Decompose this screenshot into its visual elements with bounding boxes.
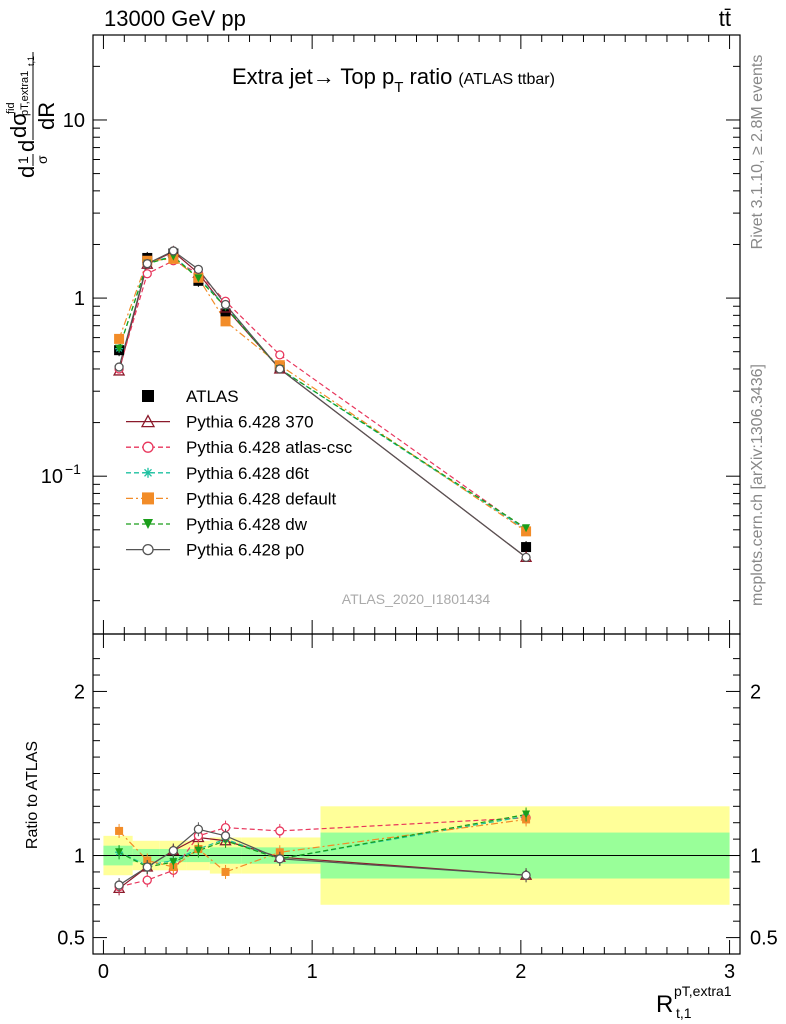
legend-marker bbox=[142, 543, 154, 556]
plot-title-small: (ATLAS ttbar) bbox=[458, 71, 555, 88]
ratio-y-tick-label-right: 1 bbox=[750, 846, 761, 868]
legend-marker bbox=[142, 390, 154, 402]
x-tick-label: 2 bbox=[515, 961, 526, 983]
data-point bbox=[220, 299, 231, 310]
plot-title-tail: ratio bbox=[403, 64, 452, 89]
ratio-point bbox=[194, 846, 203, 855]
data-point bbox=[194, 274, 203, 283]
data-point bbox=[521, 542, 532, 553]
legend-marker bbox=[142, 492, 154, 505]
ratio-point bbox=[521, 870, 531, 880]
legend-marker bbox=[140, 414, 156, 428]
data-point bbox=[114, 333, 125, 344]
legend-marker bbox=[143, 467, 153, 478]
ratio-y-tick-label-right: 2 bbox=[750, 681, 761, 703]
main-y-tick-label: 10 bbox=[63, 110, 85, 132]
process-label: tt̄ bbox=[719, 6, 731, 31]
y-label-t1: t,1 bbox=[26, 56, 36, 66]
y-label-sigma: σ bbox=[34, 155, 50, 164]
legend-entry-label: Pythia 6.428 d6t bbox=[186, 464, 309, 483]
plot-title-subscript: T bbox=[394, 79, 403, 96]
ratio-point bbox=[275, 826, 285, 836]
data-point bbox=[521, 552, 531, 563]
rivet-version-label: Rivet 3.1.10, ≥ 2.8M events bbox=[749, 55, 766, 250]
y-label-ptextra: pT,extra1 bbox=[19, 71, 31, 116]
collision-energy-label: 13000 GeV pp bbox=[104, 6, 246, 31]
main-y-tick-label: 10 bbox=[41, 466, 63, 488]
x-tick-label: 1 bbox=[307, 961, 318, 983]
y-label-dsigma: dσ bbox=[6, 112, 31, 138]
legend-entry-label: Pythia 6.428 default bbox=[186, 489, 337, 508]
data-point bbox=[522, 524, 531, 533]
legend-entry-label: ATLAS bbox=[186, 387, 239, 406]
legend-entry-label: Pythia 6.428 dw bbox=[186, 515, 308, 534]
legend-entry-label: Pythia 6.428 p0 bbox=[186, 541, 304, 560]
x-axis-label-subscript: t,1 bbox=[676, 1005, 692, 1021]
y-label-dR: dR bbox=[34, 102, 59, 130]
legend: ATLAS Pythia 6.428 370 Pythia 6.428 atlas-… bbox=[126, 387, 353, 560]
x-axis-label-superscript: pT,extra1 bbox=[674, 983, 732, 999]
series-line-5 bbox=[118, 255, 527, 529]
analysis-id-watermark: ATLAS_2020_I1801434 bbox=[342, 591, 491, 607]
plot-title: Extra jet→ Top pT ratio (ATLAS ttbar) bbox=[232, 64, 555, 96]
x-axis-label: R bbox=[656, 991, 673, 1018]
ratio-y-axis-label: Ratio to ATLAS bbox=[24, 741, 41, 849]
ratio-plot-panel: 0.5 0.5 1 1 2 2 0 1 2 3 Ratio to ATLAS R pT,extra… bbox=[24, 633, 778, 1021]
main-y-tick-label: 1 bbox=[74, 288, 85, 310]
data-point bbox=[220, 316, 231, 327]
ratio-point bbox=[114, 880, 124, 890]
main-y-tick-label-exponent: −1 bbox=[65, 461, 81, 477]
y-label-d: d bbox=[14, 166, 39, 178]
main-y-axis-label: d 1 σ d dσ fid pT,extra1 t,1 dR bbox=[5, 52, 59, 178]
data-point bbox=[193, 264, 204, 274]
y-label-d2: d bbox=[14, 140, 39, 152]
ratio-point bbox=[115, 848, 124, 857]
ratio-point bbox=[193, 824, 204, 834]
legend-marker bbox=[143, 519, 153, 529]
ratio-point bbox=[115, 826, 124, 835]
ratio-y-tick-label: 1 bbox=[74, 846, 85, 868]
legend-entry-label: Pythia 6.428 370 bbox=[186, 413, 314, 432]
legend-entry-label: Pythia 6.428 atlas-csc bbox=[186, 438, 353, 457]
ratio-point bbox=[142, 862, 152, 872]
data-point bbox=[275, 364, 285, 374]
ratio-y-tick-label-right: 0.5 bbox=[750, 928, 778, 950]
data-point bbox=[220, 308, 231, 319]
series-line-6 bbox=[118, 250, 527, 558]
ratio-y-tick-label: 2 bbox=[74, 681, 85, 703]
y-label-fid: fid bbox=[5, 102, 17, 114]
data-point bbox=[114, 362, 124, 372]
series-line-1 bbox=[118, 251, 527, 558]
ratio-point bbox=[221, 867, 230, 876]
data-point bbox=[168, 246, 179, 256]
x-tick-label: 0 bbox=[98, 961, 109, 983]
ratio-point bbox=[522, 810, 531, 819]
x-tick-label: 3 bbox=[724, 961, 735, 983]
ratio-point bbox=[220, 831, 231, 841]
legend-marker bbox=[142, 441, 154, 453]
data-point bbox=[142, 269, 152, 279]
ratio-point bbox=[169, 858, 178, 867]
data-point bbox=[275, 350, 285, 360]
data-point bbox=[142, 259, 152, 269]
ratio-point bbox=[275, 854, 285, 864]
plot-title-main: Extra jet→ Top p bbox=[232, 64, 394, 89]
data-point bbox=[115, 344, 124, 353]
ratio-plot-frame bbox=[92, 633, 741, 955]
mcplots-reference-label: mcplots.cern.ch [arXiv:1306.3436] bbox=[749, 364, 766, 606]
y-label-one: 1 bbox=[15, 156, 31, 164]
ratio-point bbox=[168, 845, 179, 856]
ratio-y-tick-label: 0.5 bbox=[57, 928, 85, 950]
x-axis-label-base: R bbox=[656, 991, 673, 1018]
ratio-point bbox=[142, 875, 152, 885]
